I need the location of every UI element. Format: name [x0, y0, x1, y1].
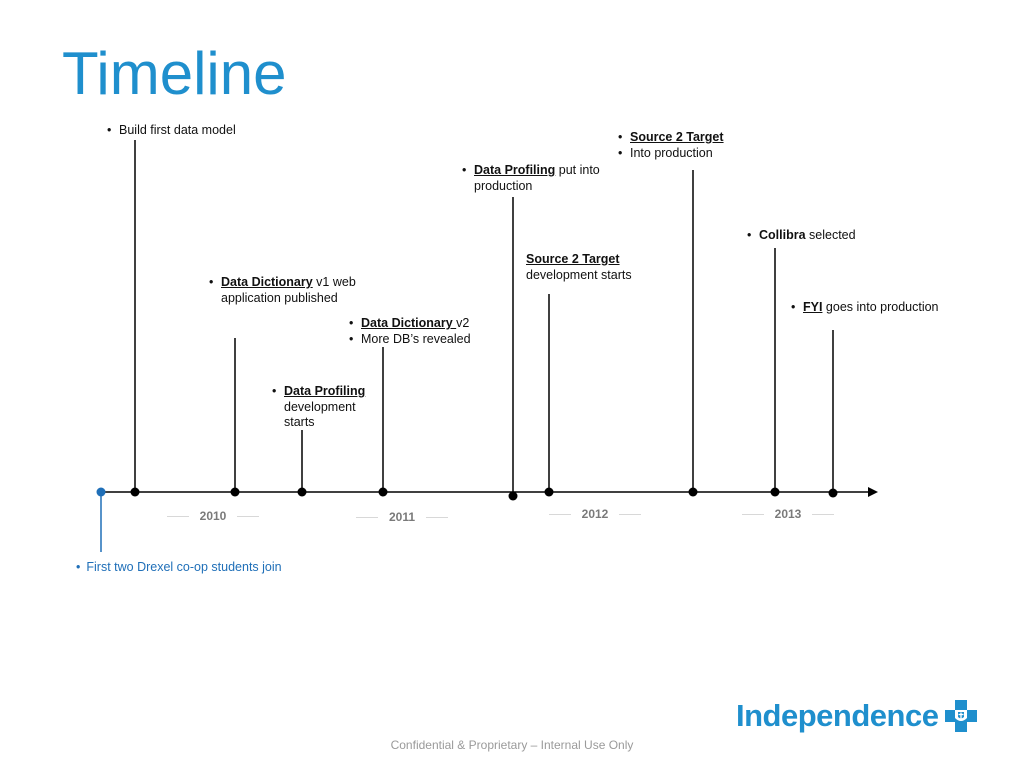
event-text: v1 web application published [221, 275, 356, 305]
event-text: Build first data model [119, 123, 236, 137]
dot-s2t-prod [688, 487, 698, 497]
axis-arrowhead [868, 487, 878, 497]
slide-title: Timeline [62, 40, 287, 107]
bullet-item: Into production [617, 146, 767, 162]
event-fyi: FYI goes into production [790, 300, 970, 316]
event-text: First two Drexel co-op students join [86, 560, 282, 574]
year-label-2012: 2012 [549, 507, 641, 521]
event-data-dictionary-v1: Data Dictionary v1 web application publi… [208, 275, 378, 306]
bullet-item: Source 2 Target [617, 130, 767, 146]
company-logo: Independence [736, 696, 978, 736]
bullet-item: More DB’s revealed [348, 332, 498, 348]
event-text: development starts [284, 399, 356, 430]
event-collibra: Collibra selected [746, 228, 896, 244]
event-coop-students: • First two Drexel co-op students join [76, 560, 282, 574]
event-s2t-prod: Source 2 Target Into production [617, 130, 767, 161]
dot-data-profiling-prod [508, 491, 518, 501]
blue-cross-shield-icon [945, 700, 978, 732]
event-keyword: FYI [803, 300, 823, 314]
bullet-icon: • [76, 560, 81, 574]
event-text: put into production [474, 163, 600, 193]
event-first-data-model: Build first data model [106, 123, 236, 139]
dot-collibra [770, 487, 780, 497]
bullet-item: Build first data model [106, 123, 236, 139]
event-keyword: Source 2 Target [630, 130, 724, 144]
event-data-profiling-prod: Data Profiling put into production [461, 163, 621, 194]
event-keyword: Data Dictionary [221, 275, 313, 289]
dot-s2t-dev [544, 487, 554, 497]
bullet-item: Data Dictionary v2 [348, 316, 498, 332]
bullet-item: Collibra selected [746, 228, 896, 244]
bullet-item: FYI goes into production [790, 300, 970, 316]
event-text: Into production [630, 145, 713, 160]
event-text: More DB’s revealed [361, 331, 471, 346]
event-text: v2 [456, 316, 470, 330]
event-s2t-dev: Source 2 Target development starts [526, 252, 666, 283]
year-label-2013: 2013 [742, 507, 834, 521]
confidential-footer: Confidential & Proprietary – Internal Us… [390, 738, 634, 752]
bullet-item: Data Profiling put into production [461, 163, 621, 194]
event-data-dictionary-v2: Data Dictionary v2 More DB’s revealed [348, 316, 498, 347]
bullet-item: Data Dictionary v1 web application publi… [208, 275, 378, 306]
year-label-2010: 2010 [167, 509, 259, 523]
event-keyword: Collibra [759, 228, 806, 242]
dot-data-dictionary-v1 [230, 487, 240, 497]
event-keyword: Source 2 Target [526, 252, 620, 266]
dot-data-dictionary-v2 [378, 487, 388, 497]
event-keyword: Data Profiling [284, 384, 366, 398]
event-keyword: Data Dictionary [361, 316, 457, 330]
dot-data-profiling-dev [297, 487, 307, 497]
logo-text: Independence [736, 698, 939, 733]
dot-first-data-model [130, 487, 140, 497]
event-text: development starts [526, 267, 632, 282]
event-keyword: Data Profiling [474, 163, 556, 177]
year-label-2011: 2011 [356, 510, 448, 524]
event-text: goes into production [822, 300, 939, 314]
dot-fyi [828, 488, 838, 498]
event-text: selected [805, 228, 856, 242]
dot-coop [96, 487, 106, 497]
